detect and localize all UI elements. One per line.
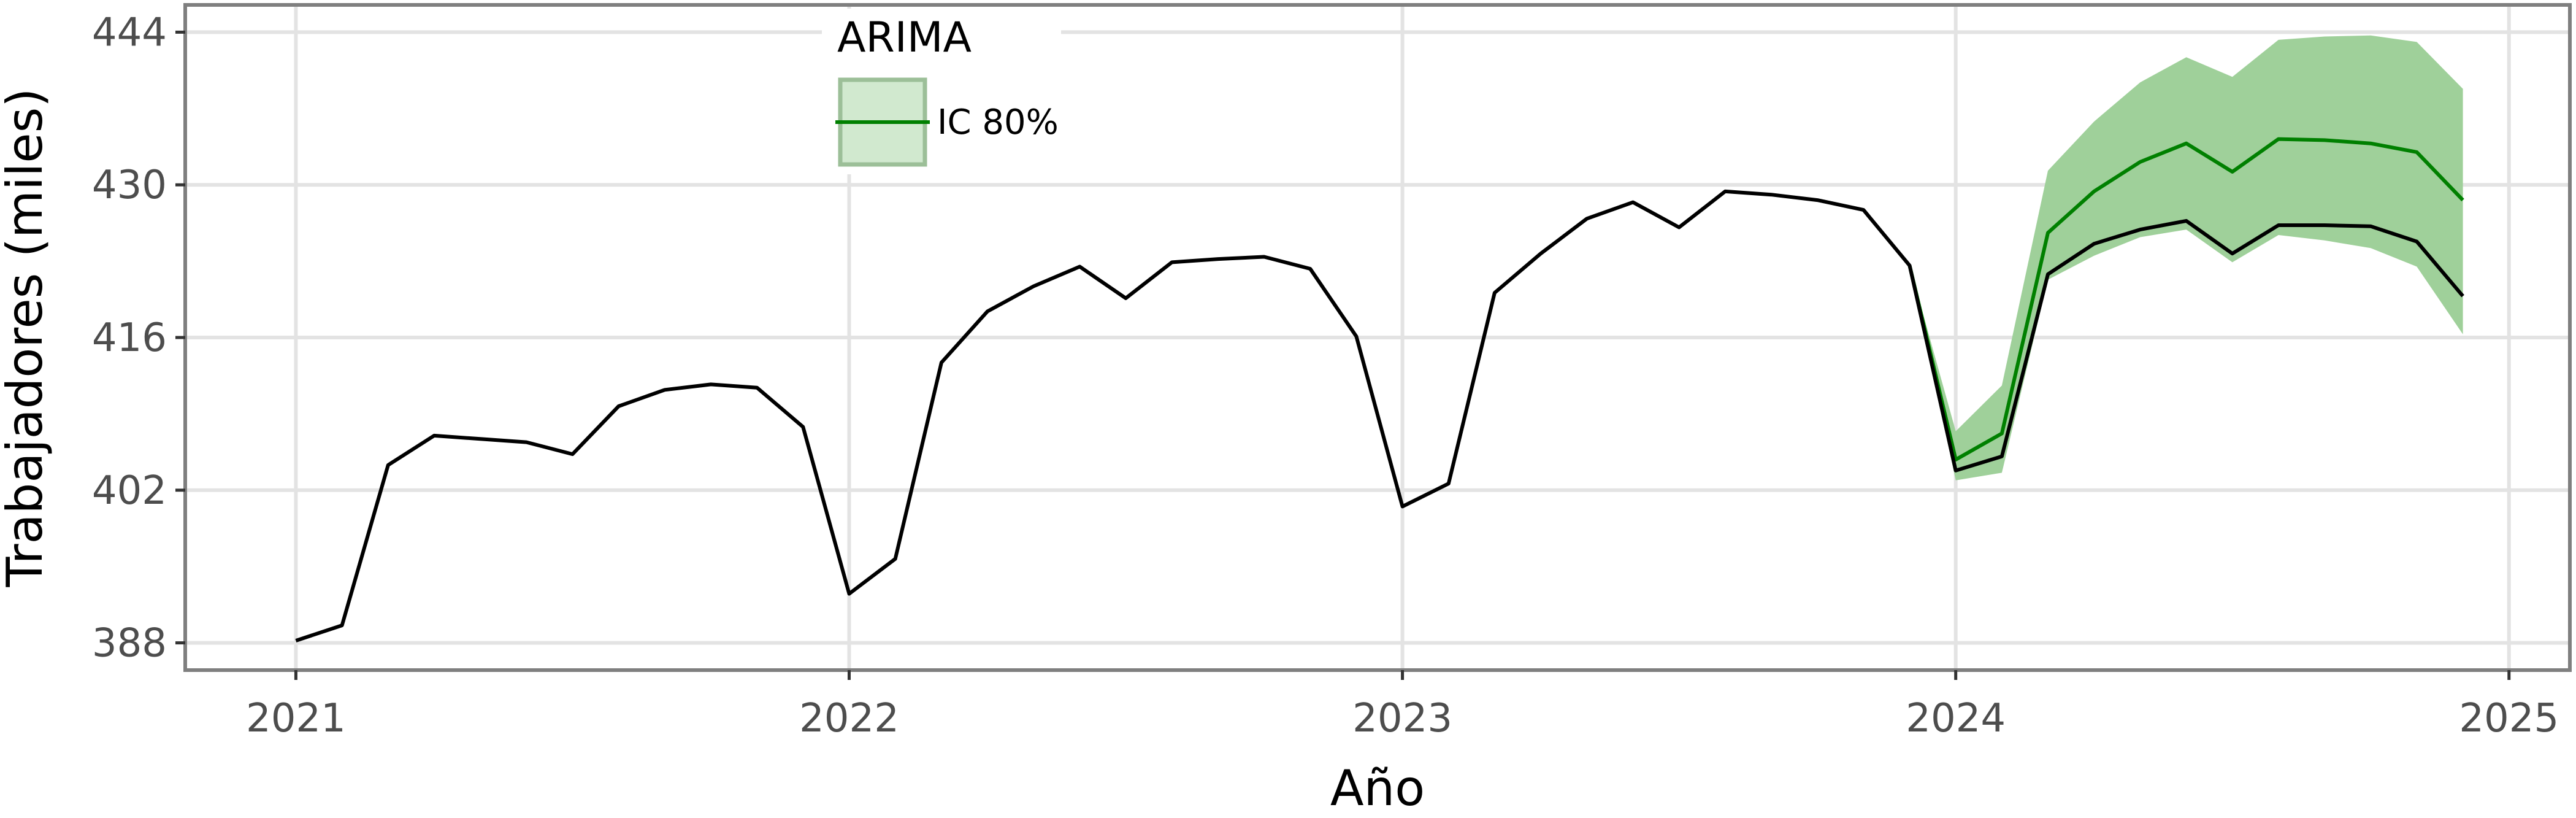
axis-ticks: 2021 2022 2023 2024 2025 388 402 416 430 444 — [92, 10, 2559, 741]
confidence-band — [1909, 35, 2463, 480]
y-tick-label: 444 — [92, 10, 167, 55]
history-line — [295, 189, 2464, 642]
x-axis-title: Año — [1330, 760, 1425, 817]
legend-title: ARIMA — [837, 14, 972, 62]
legend-label: IC 80% — [937, 102, 1059, 142]
legend: ARIMA IC 80% — [822, 9, 1061, 174]
y-tick-label: 388 — [92, 621, 167, 666]
y-tick-label: 402 — [92, 468, 167, 514]
y-axis-title: Trabajadores (miles) — [0, 88, 53, 588]
x-tick-label: 2023 — [1352, 696, 1452, 741]
y-tick-label: 430 — [92, 163, 167, 208]
series-lines — [295, 137, 2464, 642]
x-tick-label: 2024 — [1906, 696, 2006, 741]
forecast-line — [1907, 137, 2464, 461]
x-tick-label: 2022 — [799, 696, 899, 741]
x-tick-label: 2025 — [2459, 696, 2559, 741]
confidence-band-area — [1909, 35, 2463, 480]
x-tick-label: 2021 — [246, 696, 346, 741]
y-tick-label: 416 — [92, 315, 167, 361]
